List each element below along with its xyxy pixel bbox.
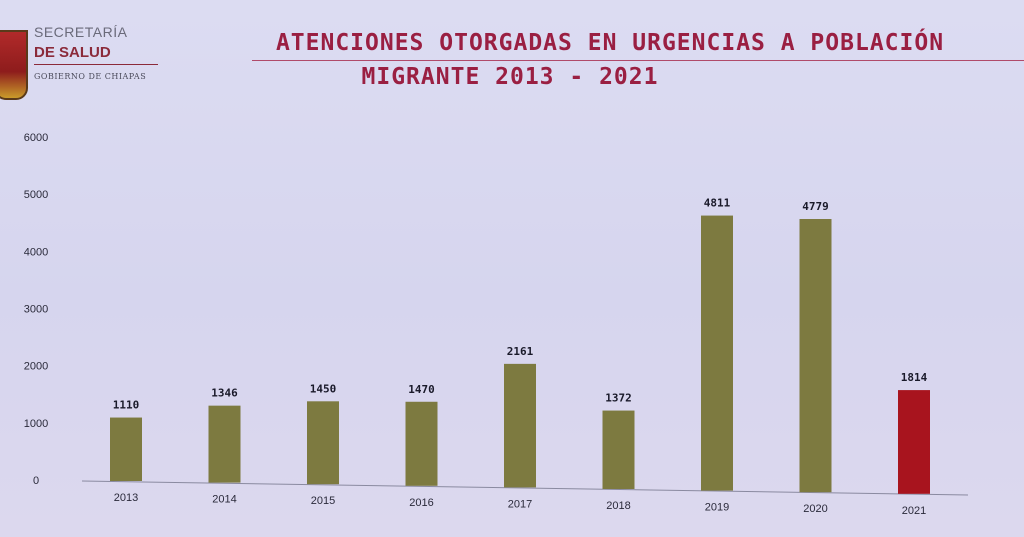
x-tick-label-2018: 2018 xyxy=(606,500,630,512)
bar-2020 xyxy=(799,219,832,493)
data-label-2016: 1470 xyxy=(408,383,435,396)
y-tick-label: 0 xyxy=(33,475,39,487)
x-axis-line xyxy=(81,480,969,496)
data-label-2015: 1450 xyxy=(310,382,337,395)
data-label-2017: 2161 xyxy=(507,345,534,358)
x-tick-label-2021: 2021 xyxy=(902,505,926,517)
y-tick-label: 1000 xyxy=(24,418,48,430)
x-tick-label-2019: 2019 xyxy=(705,502,729,514)
chart-title-line2: MIGRANTE 2013 - 2021 xyxy=(361,64,659,90)
x-tick-label-2013: 2013 xyxy=(114,492,138,504)
chiapas-shield-icon xyxy=(0,30,28,100)
logo-line3: GOBIERNO DE CHIAPAS xyxy=(34,72,147,81)
data-label-2020: 4779 xyxy=(802,200,829,213)
bar-2014 xyxy=(208,405,241,483)
logo-divider xyxy=(34,64,158,65)
y-tick-label: 5000 xyxy=(24,189,48,201)
logo: SECRETARÍA DE SALUD GOBIERNO DE CHIAPAS xyxy=(0,6,170,100)
bar-2017 xyxy=(504,363,536,488)
logo-line1: SECRETARÍA xyxy=(34,24,128,40)
y-tick-label: 6000 xyxy=(24,132,48,144)
data-label-2014: 1346 xyxy=(211,387,238,400)
x-tick-label-2014: 2014 xyxy=(212,494,236,506)
x-tick-label-2015: 2015 xyxy=(311,495,335,507)
data-label-2013: 1110 xyxy=(113,399,140,412)
data-label-2021: 1814 xyxy=(901,371,928,384)
bar-2013 xyxy=(110,417,142,481)
bar-2018 xyxy=(602,410,635,489)
y-tick-label: 2000 xyxy=(24,361,48,373)
data-label-2018: 1372 xyxy=(605,392,632,405)
y-tick-label: 4000 xyxy=(24,246,48,258)
x-tick-label-2020: 2020 xyxy=(803,503,827,515)
x-tick-label-2016: 2016 xyxy=(409,497,433,509)
y-tick-label: 3000 xyxy=(24,304,48,316)
data-label-2019: 4811 xyxy=(704,197,731,210)
bar-2021 xyxy=(898,390,930,494)
bar-2016 xyxy=(405,401,438,486)
logo-line2: DE SALUD xyxy=(34,44,111,61)
x-tick-label-2017: 2017 xyxy=(508,498,532,510)
bar-2015 xyxy=(307,401,339,485)
title-divider xyxy=(252,60,1024,61)
chart-title-line1: ATENCIONES OTORGADAS EN URGENCIAS A POBL… xyxy=(275,30,945,56)
bar-2019 xyxy=(701,215,733,491)
